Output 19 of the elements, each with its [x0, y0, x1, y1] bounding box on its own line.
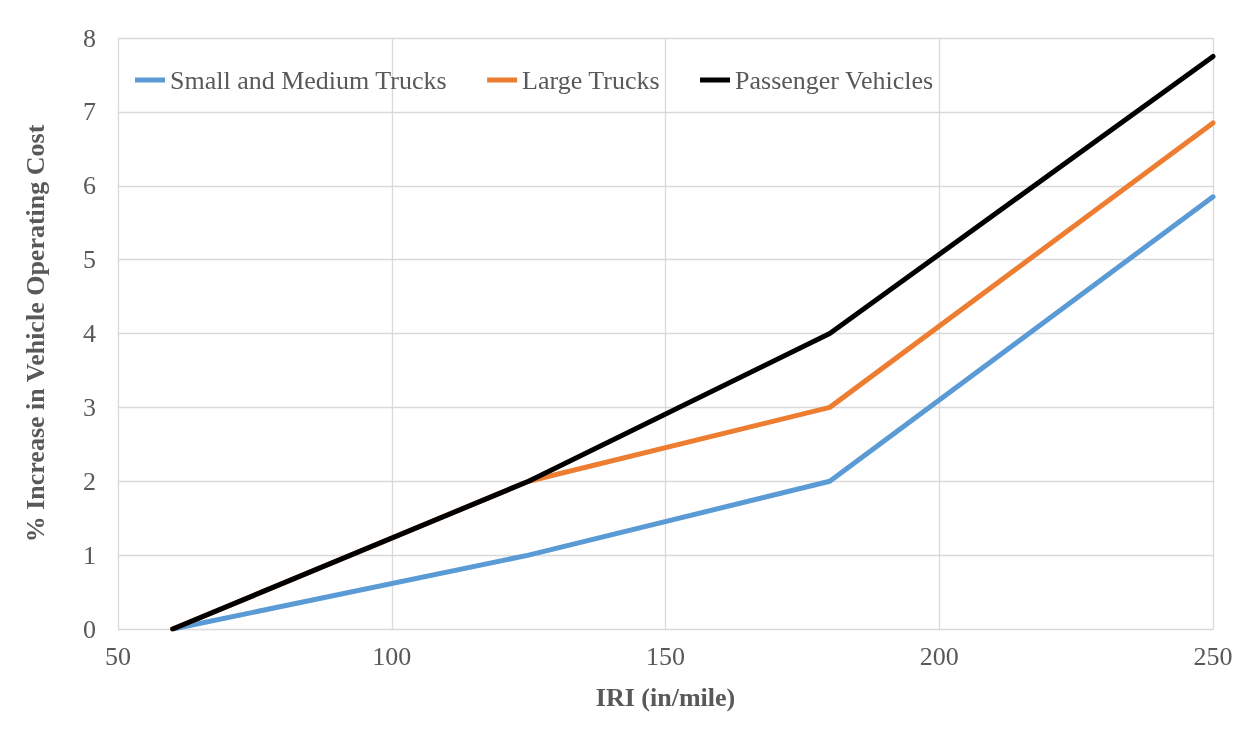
- y-tick-label: 1: [83, 540, 96, 570]
- y-tick-label: 5: [83, 245, 96, 275]
- x-tick-label: 150: [646, 641, 685, 671]
- legend-label: Small and Medium Trucks: [170, 65, 447, 95]
- legend-label: Large Trucks: [522, 65, 660, 95]
- y-tick-label: 6: [83, 171, 96, 201]
- x-tick-label: 250: [1193, 641, 1233, 671]
- y-axis-title: % Increase in Vehicle Operating Cost: [20, 124, 50, 543]
- x-tick-label: 200: [919, 641, 959, 671]
- legend-label: Passenger Vehicles: [735, 65, 934, 95]
- y-tick-label: 3: [83, 392, 96, 422]
- y-tick-label: 8: [83, 23, 96, 53]
- y-tick-label: 2: [83, 466, 96, 496]
- x-tick-label: 50: [105, 641, 131, 671]
- x-tick-label: 100: [372, 641, 412, 671]
- y-tick-label: 4: [83, 319, 96, 348]
- y-tick-label: 7: [83, 97, 96, 127]
- y-tick-label: 0: [83, 614, 96, 644]
- x-axis-title: IRI (in/mile): [595, 682, 736, 712]
